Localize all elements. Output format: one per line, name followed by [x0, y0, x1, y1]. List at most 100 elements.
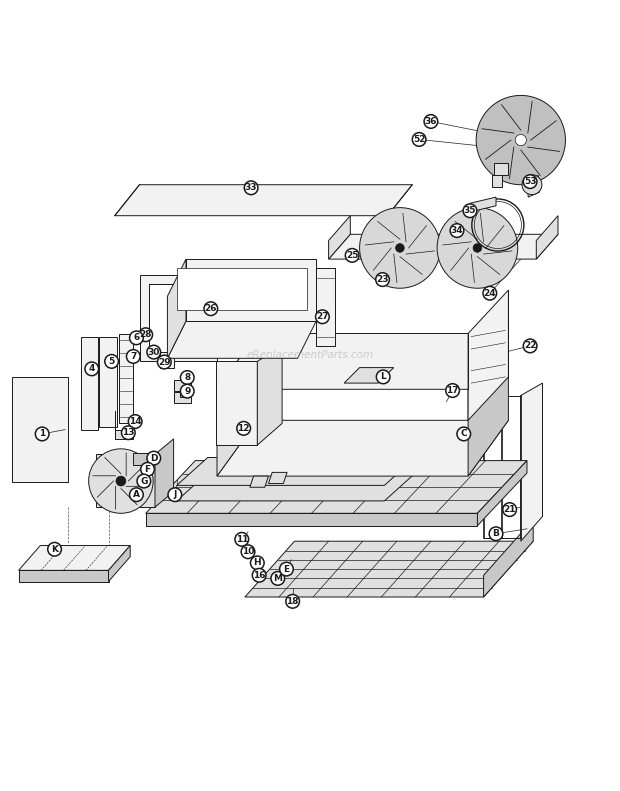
- Text: 5: 5: [108, 357, 115, 366]
- Text: 33: 33: [245, 184, 257, 192]
- Polygon shape: [484, 520, 533, 597]
- Polygon shape: [217, 334, 508, 389]
- Text: K: K: [51, 545, 58, 554]
- Circle shape: [105, 354, 118, 369]
- Text: 16: 16: [253, 571, 265, 580]
- Circle shape: [237, 422, 250, 435]
- Circle shape: [476, 96, 565, 185]
- Circle shape: [252, 569, 266, 582]
- Circle shape: [122, 426, 135, 440]
- Polygon shape: [119, 334, 133, 423]
- Circle shape: [130, 488, 143, 501]
- Circle shape: [515, 134, 526, 146]
- Circle shape: [137, 475, 151, 488]
- Text: 17: 17: [446, 386, 459, 395]
- Polygon shape: [167, 321, 316, 358]
- Text: J: J: [173, 490, 177, 499]
- Polygon shape: [177, 457, 415, 486]
- Polygon shape: [216, 361, 257, 445]
- Text: A: A: [133, 490, 140, 499]
- Text: 53: 53: [524, 177, 536, 186]
- Polygon shape: [146, 460, 527, 513]
- Circle shape: [473, 244, 482, 252]
- Text: G: G: [140, 476, 148, 486]
- Text: 27: 27: [316, 312, 329, 321]
- Polygon shape: [527, 176, 539, 197]
- Circle shape: [437, 208, 518, 288]
- Polygon shape: [115, 185, 412, 216]
- Text: 13: 13: [122, 428, 135, 437]
- Polygon shape: [268, 472, 287, 483]
- Polygon shape: [186, 259, 316, 321]
- Text: E: E: [283, 565, 290, 573]
- Text: 12: 12: [237, 424, 250, 433]
- Text: 52: 52: [413, 135, 425, 144]
- Circle shape: [157, 355, 171, 369]
- Text: 28: 28: [140, 330, 152, 339]
- Circle shape: [271, 572, 285, 585]
- Polygon shape: [316, 268, 335, 346]
- Circle shape: [139, 328, 153, 342]
- Circle shape: [141, 463, 154, 476]
- Polygon shape: [174, 392, 191, 403]
- Text: 8: 8: [184, 373, 190, 382]
- Polygon shape: [468, 334, 508, 476]
- Circle shape: [457, 427, 471, 441]
- Text: 34: 34: [451, 226, 463, 235]
- Circle shape: [450, 224, 464, 237]
- Circle shape: [180, 371, 194, 384]
- Circle shape: [147, 452, 161, 465]
- Text: C: C: [461, 430, 467, 438]
- Circle shape: [376, 273, 389, 286]
- Circle shape: [204, 302, 218, 316]
- Text: D: D: [150, 453, 157, 463]
- Polygon shape: [96, 454, 155, 507]
- Text: 29: 29: [158, 358, 170, 366]
- Polygon shape: [19, 546, 130, 570]
- Polygon shape: [12, 377, 68, 483]
- Polygon shape: [174, 380, 191, 392]
- Polygon shape: [108, 546, 130, 581]
- Polygon shape: [149, 284, 210, 352]
- Text: 7: 7: [130, 352, 136, 361]
- Circle shape: [286, 595, 299, 608]
- Circle shape: [116, 476, 126, 486]
- Polygon shape: [115, 430, 133, 439]
- Circle shape: [244, 181, 258, 195]
- Circle shape: [523, 175, 537, 188]
- Circle shape: [396, 244, 404, 252]
- Circle shape: [147, 346, 161, 359]
- Circle shape: [489, 527, 503, 540]
- Text: 26: 26: [205, 305, 217, 313]
- Polygon shape: [329, 216, 350, 259]
- Polygon shape: [536, 216, 558, 259]
- Text: 1: 1: [39, 430, 45, 438]
- Circle shape: [424, 115, 438, 128]
- Polygon shape: [160, 349, 174, 368]
- Polygon shape: [99, 337, 117, 426]
- Polygon shape: [19, 570, 108, 581]
- Text: 18: 18: [286, 597, 299, 606]
- Circle shape: [503, 503, 516, 517]
- Text: 21: 21: [503, 505, 516, 514]
- Text: 6: 6: [133, 333, 140, 343]
- Polygon shape: [494, 163, 508, 175]
- Circle shape: [126, 350, 140, 363]
- Circle shape: [280, 562, 293, 576]
- Text: 22: 22: [524, 342, 536, 350]
- Circle shape: [48, 543, 61, 556]
- Polygon shape: [257, 346, 282, 445]
- Polygon shape: [167, 259, 186, 358]
- Circle shape: [168, 488, 182, 501]
- Circle shape: [522, 175, 542, 195]
- Polygon shape: [217, 334, 257, 476]
- Text: 14: 14: [129, 417, 141, 426]
- Polygon shape: [329, 234, 558, 259]
- Text: eReplacementParts.com: eReplacementParts.com: [246, 350, 374, 360]
- Text: 30: 30: [148, 347, 160, 357]
- Polygon shape: [217, 420, 508, 476]
- Polygon shape: [521, 383, 542, 541]
- Polygon shape: [177, 268, 307, 310]
- Text: F: F: [144, 465, 151, 474]
- Polygon shape: [468, 290, 508, 420]
